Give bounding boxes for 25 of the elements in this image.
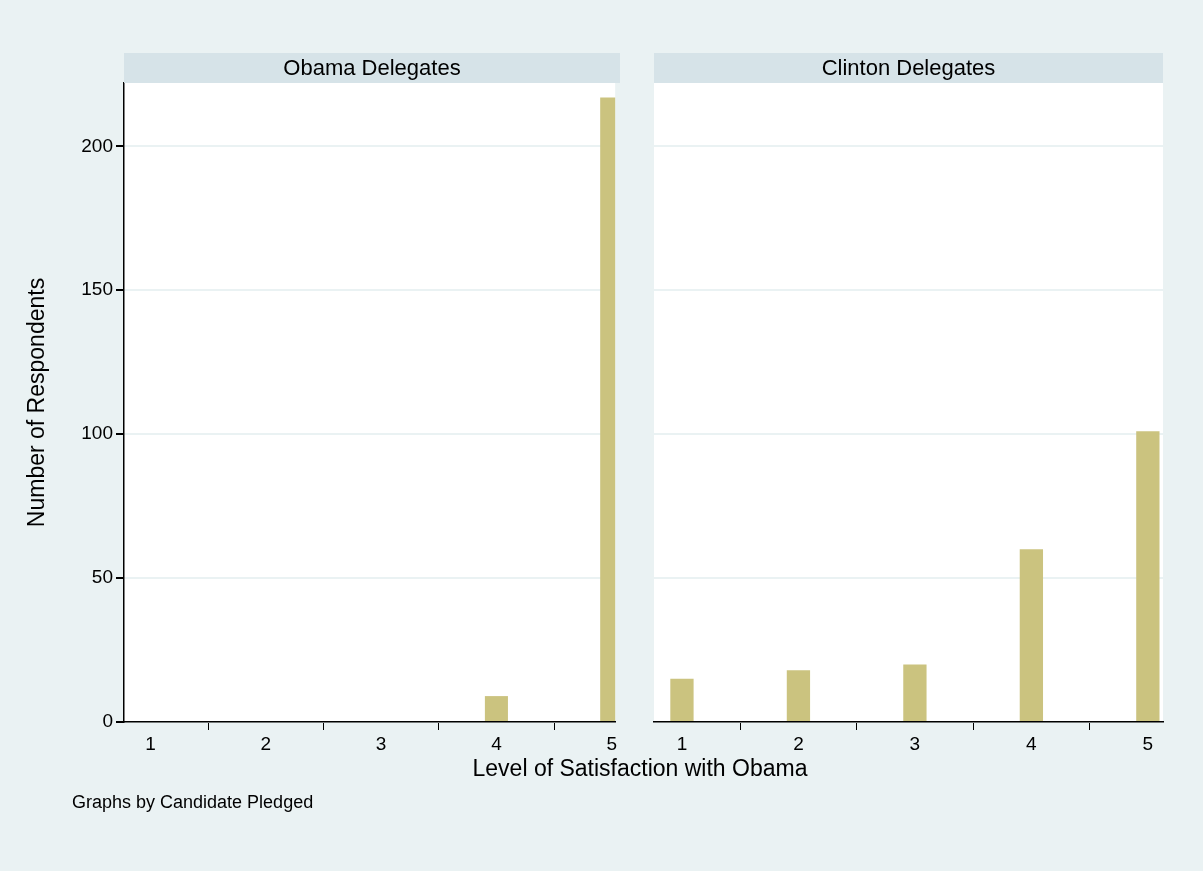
y-tick-label: 200: [81, 134, 113, 156]
x-tick-label: 5: [606, 732, 618, 754]
x-tick-label: 4: [491, 732, 503, 754]
bar: [1019, 549, 1044, 721]
x-tick-label: 2: [260, 732, 272, 754]
bar: [670, 678, 694, 721]
bar: [786, 670, 811, 721]
x-tick-label: 2: [793, 732, 804, 754]
y-tick-label: 150: [81, 278, 113, 300]
y-tick-label: 50: [91, 566, 113, 588]
x-tick-label: 1: [145, 732, 156, 754]
x-tick-label: 3: [375, 732, 387, 754]
y-axis-title: Number of Respondents: [23, 277, 50, 528]
x-tick-label: 3: [909, 732, 921, 754]
y-tick-label: 100: [81, 422, 113, 444]
bar: [903, 664, 927, 721]
x-axis-title: Level of Satisfaction with Obama: [471, 755, 809, 782]
x-tick-label: 4: [1026, 732, 1038, 754]
text: Graphs by Candidate Pledged: [72, 792, 314, 813]
bar: [1136, 431, 1160, 721]
y-tick-label: 0: [102, 710, 113, 732]
x-tick-label: 1: [676, 732, 688, 754]
chart-title: Clinton Delegates: [654, 53, 1163, 83]
x-tick-label: 5: [1142, 732, 1154, 754]
chart-title: Obama Delegates: [124, 53, 620, 83]
